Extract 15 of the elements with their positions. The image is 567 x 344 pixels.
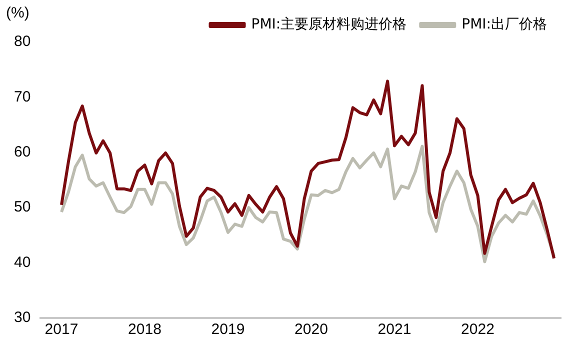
legend-label: PMI:主要原材料购进价格 [251,16,407,33]
y-tick-label: 80 [14,33,31,50]
x-tick-label: 2018 [128,321,162,338]
y-tick-label: 40 [14,254,31,271]
y-tick-label: 50 [14,198,31,216]
x-tick-label: 2019 [211,321,245,338]
y-tick-label: 60 [14,144,31,161]
y-axis-title: (%) [6,4,30,22]
legend-label: PMI:出厂价格 [462,16,548,33]
x-tick-label: 2022 [461,321,494,338]
x-tick-label: 2021 [378,321,412,338]
x-tick-label: 2020 [294,321,328,338]
y-tick-label: 70 [14,88,31,106]
x-tick-label: 2017 [44,321,78,338]
y-tick-label: 30 [14,309,31,326]
